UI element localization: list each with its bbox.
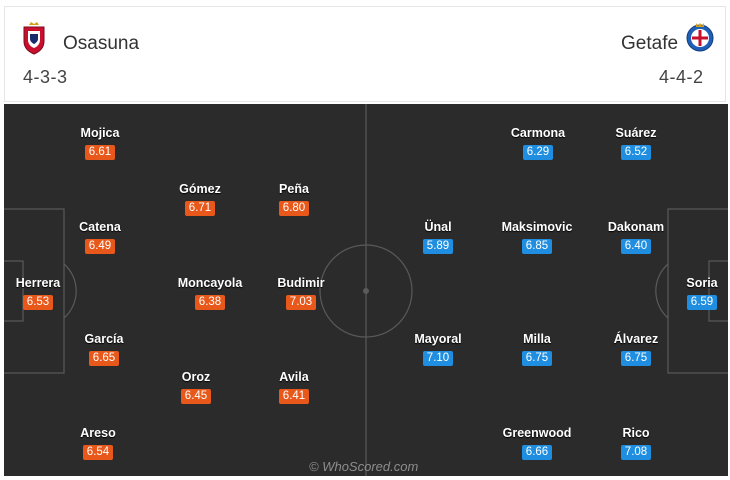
player-rating: 6.45: [180, 389, 212, 404]
player-marker[interactable]: Peña 6.80: [249, 182, 339, 216]
player-marker[interactable]: Oroz 6.45: [151, 370, 241, 404]
player-name: Areso: [80, 426, 116, 440]
player-name: Avila: [279, 370, 309, 384]
player-name: Carmona: [510, 126, 566, 140]
player-name: Mojica: [80, 126, 120, 140]
player-marker[interactable]: Herrera 6.53: [4, 276, 83, 310]
player-rating: 6.29: [522, 145, 554, 160]
player-name: Oroz: [181, 370, 211, 384]
player-marker[interactable]: Mojica 6.61: [55, 126, 145, 160]
player-marker[interactable]: Milla 6.75: [492, 332, 582, 366]
away-team-name: Getafe: [621, 33, 679, 54]
player-marker[interactable]: Gómez 6.71: [155, 182, 245, 216]
player-rating: 6.59: [686, 295, 718, 310]
player-rating: 6.38: [194, 295, 226, 310]
player-name: Álvarez: [613, 332, 659, 346]
player-rating: 6.65: [88, 351, 120, 366]
getafe-crest-icon: [686, 23, 714, 52]
player-rating: 5.89: [422, 239, 454, 254]
player-rating: 6.80: [278, 201, 310, 216]
player-marker[interactable]: Ünal 5.89: [393, 220, 483, 254]
player-rating: 7.10: [422, 351, 454, 366]
player-marker[interactable]: Budimir 7.03: [256, 276, 346, 310]
player-rating: 7.03: [285, 295, 317, 310]
player-marker[interactable]: Maksimovic 6.85: [492, 220, 582, 254]
player-rating: 6.53: [22, 295, 54, 310]
player-name: García: [84, 332, 124, 346]
player-marker[interactable]: Álvarez 6.75: [591, 332, 681, 366]
player-rating: 6.61: [84, 145, 116, 160]
player-rating: 6.71: [184, 201, 216, 216]
player-name: Ünal: [424, 220, 452, 234]
player-name: Gómez: [179, 182, 221, 196]
home-team-name: Osasuna: [63, 33, 140, 54]
player-name: Greenwood: [502, 426, 572, 440]
player-marker[interactable]: Catena 6.49: [55, 220, 145, 254]
player-marker[interactable]: Moncayola 6.38: [165, 276, 255, 310]
player-rating: 6.66: [521, 445, 553, 460]
player-rating: 7.08: [620, 445, 652, 460]
player-name: Dakonam: [607, 220, 665, 234]
player-marker[interactable]: Dakonam 6.40: [591, 220, 681, 254]
player-rating: 6.85: [521, 239, 553, 254]
player-name: Maksimovic: [501, 220, 573, 234]
player-marker[interactable]: Suárez 6.52: [591, 126, 681, 160]
player-name: Soria: [686, 276, 718, 290]
player-name: Herrera: [15, 276, 61, 290]
player-marker[interactable]: Avila 6.41: [249, 370, 339, 404]
player-marker[interactable]: Areso 6.54: [53, 426, 143, 460]
player-marker[interactable]: Mayoral 7.10: [393, 332, 483, 366]
player-name: Moncayola: [177, 276, 243, 290]
match-header: Osasuna 4-3-3 Getafe 4-4-2: [4, 6, 726, 102]
pitch-markings: [4, 104, 728, 476]
player-rating: 6.49: [84, 239, 116, 254]
player-name: Mayoral: [414, 332, 462, 346]
player-rating: 6.52: [620, 145, 652, 160]
osasuna-crest-icon: [23, 22, 45, 55]
player-marker[interactable]: Carmona 6.29: [493, 126, 583, 160]
player-rating: 6.54: [82, 445, 114, 460]
player-marker[interactable]: García 6.65: [59, 332, 149, 366]
player-rating: 6.41: [278, 389, 310, 404]
whoscored-watermark: © WhoScored.com: [309, 459, 419, 474]
player-name: Budimir: [277, 276, 325, 290]
player-marker[interactable]: Rico 7.08: [591, 426, 681, 460]
player-marker[interactable]: Greenwood 6.66: [492, 426, 582, 460]
player-rating: 6.75: [620, 351, 652, 366]
player-name: Peña: [279, 182, 309, 196]
player-name: Rico: [622, 426, 650, 440]
home-formation: 4-3-3: [23, 67, 68, 87]
player-marker[interactable]: Soria 6.59: [657, 276, 728, 310]
pitch: Mojica 6.61 Gómez 6.71 Peña 6.80 Catena …: [4, 104, 728, 476]
player-rating: 6.40: [620, 239, 652, 254]
player-rating: 6.75: [521, 351, 553, 366]
away-formation: 4-4-2: [659, 67, 704, 87]
player-name: Suárez: [615, 126, 657, 140]
player-name: Milla: [523, 332, 551, 346]
player-name: Catena: [79, 220, 121, 234]
